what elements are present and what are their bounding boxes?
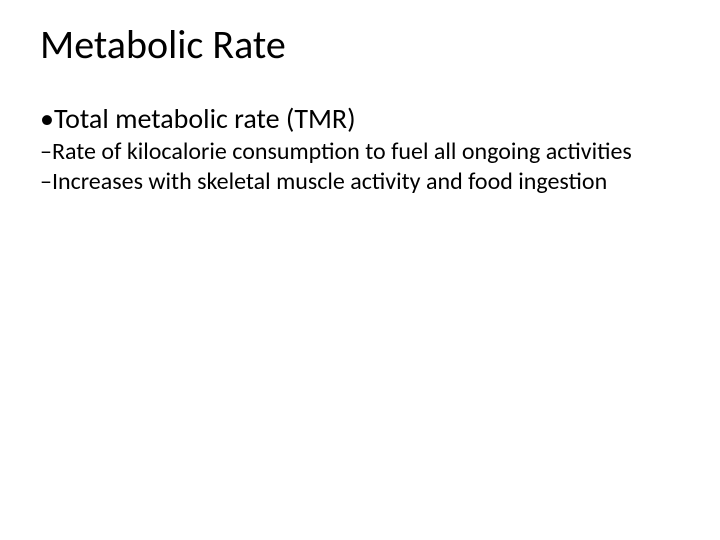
- bullet-text: Total metabolic rate (TMR): [54, 101, 356, 136]
- bullet-text: Increases with skeletal muscle activity …: [52, 167, 607, 196]
- slide-title: Metabolic Rate: [40, 22, 680, 68]
- bullet-marker-icon: •: [40, 101, 54, 136]
- bullet-level-1: •Total metabolic rate (TMR): [40, 102, 680, 136]
- bullet-level-2: –Increases with skeletal muscle activity…: [40, 168, 680, 197]
- slide: Metabolic Rate •Total metabolic rate (TM…: [0, 0, 720, 540]
- dash-marker-icon: –: [40, 137, 52, 166]
- bullet-level-2: –Rate of kilocalorie consumption to fuel…: [40, 138, 680, 167]
- bullet-text: Rate of kilocalorie consumption to fuel …: [52, 137, 632, 166]
- dash-marker-icon: –: [40, 167, 52, 196]
